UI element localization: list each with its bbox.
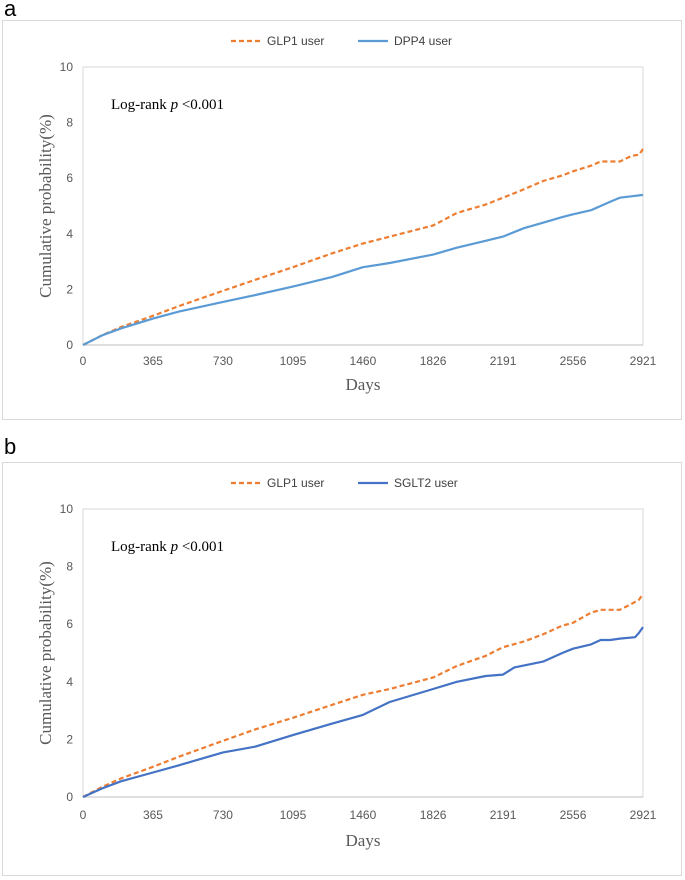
chart-panel-b: 0 2 4 6 8 10 0 365 730 1095 1460 1826 2191 2556 2921 Da…: [2, 462, 682, 876]
series-line-2: [82, 626, 644, 799]
x-tick-label: 0: [80, 354, 87, 368]
x-tick-label: 1460: [350, 354, 377, 368]
logrank-annotation: Log-rank p <0.001: [111, 97, 224, 113]
x-tick-label: 1460: [350, 808, 377, 822]
panel-letter-a: a: [4, 0, 17, 21]
x-tick-label: 1826: [420, 808, 447, 822]
annotation-p: p: [170, 97, 179, 113]
y-tick-label: 0: [66, 338, 73, 352]
y-tick-label: 2: [66, 282, 73, 296]
logrank-annotation: Log-rank p <0.001: [111, 539, 224, 555]
y-tick-label: 8: [66, 560, 73, 574]
x-tick-label: 730: [213, 808, 233, 822]
x-tick-label: 1095: [280, 354, 307, 368]
x-tick-label: 730: [213, 354, 233, 368]
x-tick-label: 1095: [280, 808, 307, 822]
legend-label-1: GLP1 user: [267, 34, 324, 48]
annotation-prefix: Log-rank: [111, 539, 171, 555]
annotation-prefix: Log-rank: [111, 97, 171, 113]
y-tick-label: 6: [66, 617, 73, 631]
y-axis-label: Cumulative probability(%): [36, 561, 55, 745]
annotation-p: p: [170, 539, 179, 555]
x-tick-label: 365: [143, 808, 163, 822]
x-tick-label: 2921: [630, 354, 657, 368]
legend-label-1: GLP1 user: [267, 476, 324, 490]
chart-panel-a: 0 2 4 6 8 10 0 365 730 1095 1460 1826 2191 2556 2921 Da…: [2, 20, 682, 420]
y-tick-label: 6: [66, 171, 73, 185]
x-axis-label: Days: [346, 375, 381, 394]
x-tick-label: 2191: [490, 808, 517, 822]
y-tick-label: 10: [60, 502, 74, 516]
x-tick-label: 365: [143, 354, 163, 368]
x-tick-label: 2556: [560, 808, 587, 822]
x-tick-label: 2556: [560, 354, 587, 368]
legend-label-2: DPP4 user: [394, 34, 452, 48]
series-line-2: [82, 193, 644, 346]
y-tick-label: 4: [66, 675, 73, 689]
y-tick-label: 8: [66, 116, 73, 130]
y-axis-label: Cumulative probability(%): [36, 114, 55, 298]
y-tick-label: 0: [66, 790, 73, 804]
x-tick-label: 1826: [420, 354, 447, 368]
km-chart-a: 0 2 4 6 8 10 0 365 730 1095 1460 1826 2191 2556 2921 Da…: [36, 34, 657, 394]
x-tick-label: 2921: [630, 808, 657, 822]
x-axis-label: Days: [346, 831, 381, 850]
y-tick-label: 4: [66, 227, 73, 241]
annotation-suffix: <0.001: [178, 97, 224, 113]
series-line-1: [82, 593, 644, 798]
km-chart-b: 0 2 4 6 8 10 0 365 730 1095 1460 1826 2191 2556 2921 Da…: [36, 476, 657, 850]
legend-label-2: SGLT2 user: [394, 476, 458, 490]
x-tick-label: 0: [80, 808, 87, 822]
y-tick-label: 2: [66, 732, 73, 746]
panel-letter-b: b: [4, 434, 17, 459]
y-tick-label: 10: [60, 60, 74, 74]
annotation-suffix: <0.001: [178, 539, 224, 555]
x-tick-label: 2191: [490, 354, 517, 368]
